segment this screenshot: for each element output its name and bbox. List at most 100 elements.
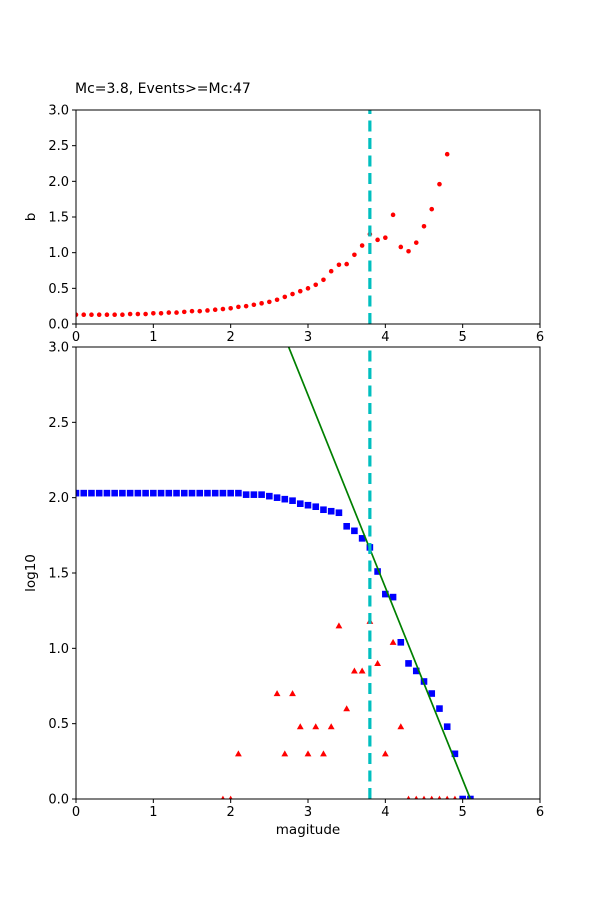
data-point	[166, 310, 172, 315]
data-point	[135, 311, 141, 317]
data-point	[313, 282, 319, 288]
data-point	[157, 489, 165, 497]
series-cumulative-event-counts	[76, 489, 474, 799]
x-tick-label: 6	[536, 330, 544, 345]
y-tick-label: 0.0	[48, 793, 69, 808]
data-point	[228, 795, 233, 799]
top-plot-axes: 0 1 2 3 4 5 6 0.0 0.5 1.0 1.5 2.0 2.5 3.0	[48, 104, 544, 346]
data-point	[406, 795, 411, 799]
data-point	[320, 506, 327, 514]
data-point	[296, 500, 304, 507]
data-point	[413, 240, 419, 245]
y-ticks: 0.0 0.5 1.0 1.5 2.0 2.5 3.0	[48, 341, 76, 808]
data-point	[422, 795, 426, 799]
data-point	[281, 495, 289, 503]
data-point	[382, 590, 389, 598]
data-point	[143, 311, 148, 317]
data-point	[453, 795, 457, 799]
data-point	[212, 307, 218, 313]
y-ticks: 0.0 0.5 1.0 1.5 2.0 2.5 3.0	[48, 104, 76, 333]
x-ticks: 0 1 2 3 4 5 6	[72, 324, 544, 345]
data-point	[398, 244, 404, 250]
y-tick-label: 0.0	[48, 318, 69, 333]
x-ticks: 0 1 2 3 4 5 6	[72, 799, 544, 820]
data-point	[104, 312, 110, 318]
x-tick-label: 2	[227, 805, 235, 820]
data-point	[445, 795, 450, 799]
data-point	[95, 489, 103, 497]
data-point	[111, 489, 118, 497]
axes-frame	[75, 346, 541, 800]
data-point	[89, 312, 94, 318]
series-b-value-estimates	[76, 151, 450, 318]
data-point	[381, 750, 389, 757]
data-point	[266, 492, 273, 500]
x-tick-label: 5	[459, 805, 467, 820]
data-point	[351, 527, 358, 535]
data-point	[103, 489, 111, 497]
data-point	[383, 235, 388, 240]
data-point	[281, 750, 289, 757]
top-y-axis-label: b	[23, 212, 39, 222]
data-point	[282, 294, 288, 300]
data-point	[80, 489, 88, 497]
y-tick-label: 1.0	[48, 642, 69, 657]
data-point	[312, 723, 320, 730]
data-point	[437, 795, 442, 799]
data-point	[336, 262, 342, 268]
data-point	[236, 304, 241, 310]
data-point	[335, 509, 343, 517]
data-point	[421, 223, 427, 229]
data-point	[327, 723, 335, 730]
data-point	[235, 489, 242, 497]
data-point	[181, 309, 187, 315]
gutenberg-richter-fit-line	[287, 347, 472, 799]
bottom-x-axis-label: magitude	[275, 822, 341, 838]
data-point	[351, 667, 358, 674]
data-point	[150, 489, 157, 497]
data-point	[251, 302, 257, 308]
data-point	[221, 795, 225, 799]
data-point	[437, 181, 442, 187]
axes-frame	[75, 109, 541, 325]
plot-data	[76, 110, 450, 324]
x-tick-label: 6	[536, 805, 544, 820]
data-point	[259, 301, 264, 306]
data-point	[205, 308, 210, 313]
x-tick-label: 3	[304, 805, 312, 820]
data-point	[304, 750, 312, 757]
data-point	[76, 489, 80, 497]
data-point	[328, 268, 334, 274]
data-point	[142, 489, 149, 497]
data-point	[397, 639, 405, 646]
data-point	[412, 667, 420, 675]
data-point	[375, 237, 380, 243]
data-point	[405, 660, 412, 667]
x-tick-label: 3	[304, 330, 312, 345]
data-point	[296, 723, 304, 730]
bottom-y-axis-label: log10	[23, 554, 39, 592]
data-point	[352, 252, 357, 258]
data-point	[414, 795, 419, 799]
data-point	[197, 308, 203, 314]
data-point	[151, 311, 156, 316]
data-point	[289, 690, 296, 697]
data-point	[374, 568, 381, 575]
data-point	[305, 286, 311, 291]
data-point	[174, 310, 179, 315]
x-tick-label: 0	[72, 805, 80, 820]
data-point	[390, 212, 396, 218]
data-point	[243, 303, 249, 309]
data-point	[188, 489, 196, 497]
y-tick-label: 1.5	[48, 211, 69, 226]
data-point	[189, 308, 195, 314]
data-point	[327, 507, 335, 515]
data-point	[180, 489, 188, 497]
data-point	[242, 491, 250, 498]
data-point	[96, 312, 102, 318]
data-point	[220, 306, 226, 312]
y-tick-label: 1.0	[48, 246, 69, 261]
data-point	[228, 306, 233, 311]
data-point	[304, 501, 312, 509]
data-point	[211, 489, 219, 497]
